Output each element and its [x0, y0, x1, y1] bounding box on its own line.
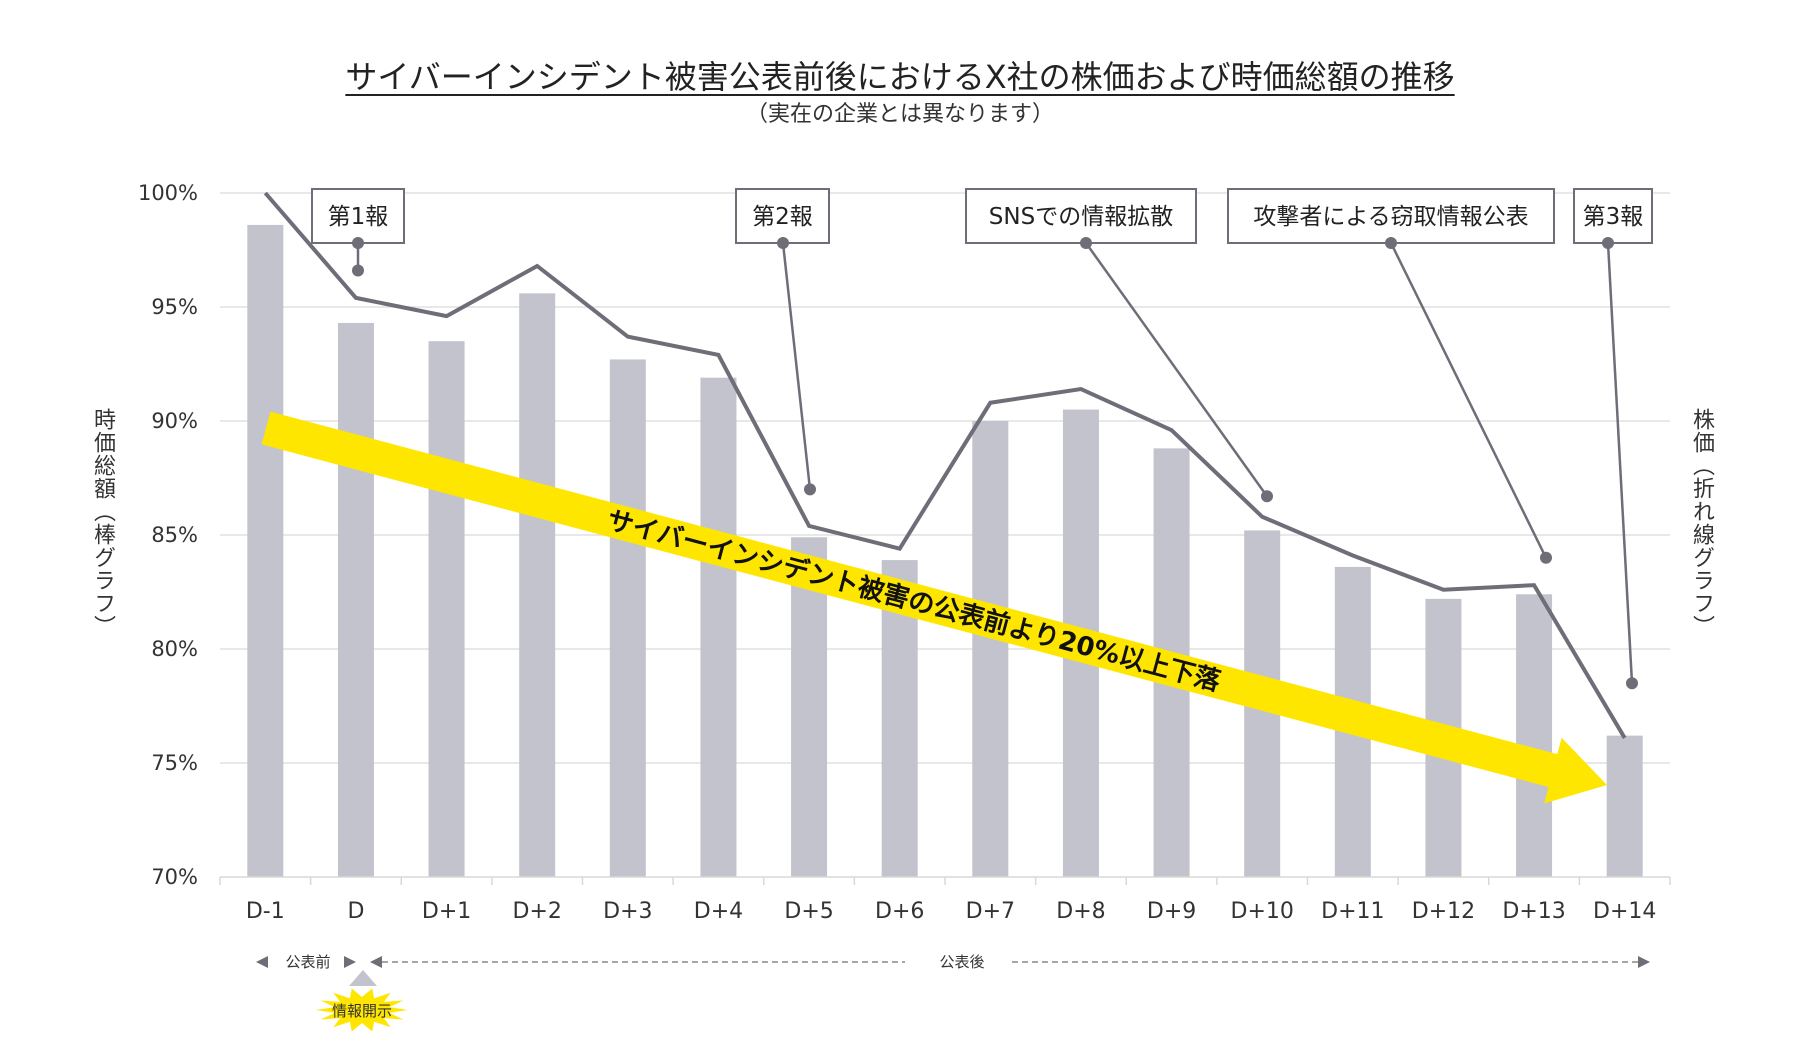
line-path [263, 191, 1627, 739]
y-tick-label: 100% [138, 181, 198, 205]
x-tick-label: D+3 [603, 899, 652, 924]
callout-label: 攻撃者による窃取情報公表 [1253, 204, 1528, 230]
callout-box [311, 188, 405, 244]
starburst-icon [316, 988, 408, 1032]
chart-subtitle: （実在の企業とは異なります） [745, 102, 1054, 127]
bar [337, 322, 374, 878]
callout-box [965, 188, 1197, 244]
x-tick-label: D+6 [875, 899, 924, 924]
period-before-label: 公表前 [285, 953, 330, 971]
callout-end-dot [804, 483, 816, 496]
callout-label: 第3報 [1583, 204, 1644, 230]
x-tick-label: D+13 [1502, 899, 1565, 924]
bar [609, 359, 646, 877]
callout-leader-line [1084, 242, 1269, 497]
bar-series [247, 224, 1643, 878]
callout-box [735, 188, 830, 244]
x-tick-label: D+9 [1147, 899, 1196, 924]
x-tick-label: D+5 [784, 899, 833, 924]
y-tick-label: 75% [151, 751, 198, 775]
bar [247, 224, 284, 878]
x-tick-label: D+12 [1412, 899, 1475, 924]
x-tick-label: D+4 [694, 899, 743, 924]
bar [972, 421, 1009, 877]
bar [791, 537, 828, 877]
callout: 第2報 [735, 188, 830, 496]
callout: 攻撃者による窃取情報公表 [1227, 188, 1555, 564]
callout-label: 第2報 [752, 204, 813, 230]
callout-end-dot [1626, 677, 1638, 690]
bar [1516, 594, 1553, 877]
callout-leader-line [781, 242, 812, 490]
annotations: 第1報 第2報 SNSでの情報拡散 攻撃者による窃取情報公表 第3報 [311, 188, 1653, 690]
x-tick-label: D+14 [1593, 899, 1656, 924]
trend-arrow-shape [261, 411, 1608, 804]
x-tick-label: D-1 [246, 899, 285, 924]
callout-anchor-dot [352, 237, 364, 249]
chart-title: サイバーインシデント被害公表前後におけるX社の株価および時価総額の推移 [0, 52, 1800, 98]
x-tick-label: D+1 [422, 899, 471, 924]
right-axis-label: 株価（折れ線グラフ） [1689, 408, 1714, 638]
left-axis-label: 時価総額（棒グラフ） [90, 408, 115, 638]
callout-anchor-dot [1385, 237, 1397, 249]
callout-anchor-dot [1602, 237, 1614, 249]
callout-anchor-dot [777, 237, 789, 249]
chart-title-text: サイバーインシデント被害公表前後におけるX社の株価および時価総額の推移 [345, 58, 1455, 96]
bar [428, 341, 465, 877]
y-tick-label: 80% [151, 637, 198, 661]
arrow-right-icon [344, 956, 356, 968]
arrow-left-icon [256, 956, 268, 968]
y-tick-label: 95% [151, 295, 198, 319]
callout-end-dot [352, 264, 364, 277]
y-axis-ticks: 70% 75% 80% 85% 90% 95% 100% [138, 181, 198, 889]
callout-anchor-dot [1080, 237, 1092, 249]
bar [1606, 735, 1643, 877]
callout-label: 第1報 [328, 204, 389, 230]
callout-leader-line [1606, 242, 1634, 684]
arrow-left-icon [370, 956, 382, 968]
x-tick-label: D+11 [1321, 899, 1384, 924]
x-tick-label: D+7 [966, 899, 1015, 924]
y-tick-label: 70% [151, 865, 198, 889]
x-tick-label: D+2 [513, 899, 562, 924]
bar [700, 377, 737, 877]
callout: 第1報 [311, 188, 405, 277]
callout: 第3報 [1573, 188, 1653, 690]
line-series [263, 191, 1627, 739]
event-triangle-icon [349, 970, 377, 986]
arrow-right-icon [1638, 956, 1650, 968]
callout: SNSでの情報拡散 [965, 188, 1273, 503]
x-tick-label: D+8 [1056, 899, 1105, 924]
callout-box [1573, 188, 1653, 244]
x-tick-label: D+10 [1231, 899, 1294, 924]
period-after-label: 公表後 [939, 953, 984, 971]
x-axis: D-1 D D+1 D+2 D+3 D+4 D+5 D+6 D+7 D+8 D+9 D+10 D+11 D… [219, 876, 1671, 924]
y-tick-label: 85% [151, 523, 198, 547]
callout-end-dot [1261, 490, 1273, 503]
callout-leader-line [1389, 242, 1548, 559]
y-tick-label: 90% [151, 409, 198, 433]
event-marker-label: 情報開示 [332, 1002, 392, 1020]
x-tick-label: D [347, 899, 364, 924]
callout-label: SNSでの情報拡散 [989, 204, 1173, 230]
callout-end-dot [1540, 551, 1552, 564]
bar [519, 293, 556, 877]
